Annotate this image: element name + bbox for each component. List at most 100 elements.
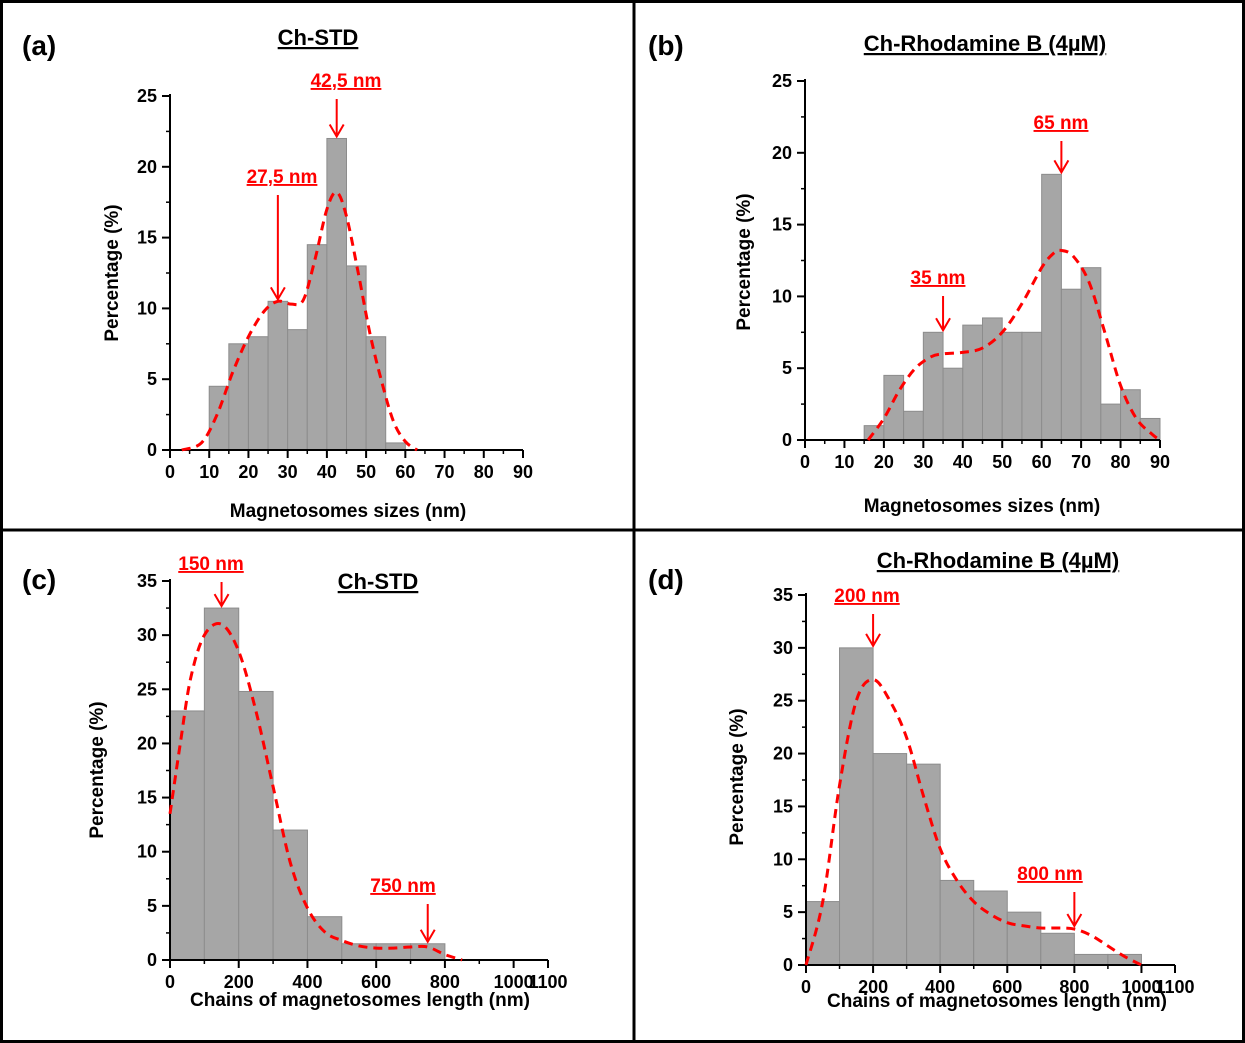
peak-annotation-label: 750 nm: [370, 876, 435, 897]
y-tick-label: 15: [137, 788, 157, 808]
fit-curve: [168, 622, 463, 962]
y-tick-label: 20: [137, 157, 157, 177]
histogram-bar: [1001, 331, 1023, 441]
histogram-bar: [973, 890, 1008, 966]
panel-d: (d)Ch-Rhodamine B (4µM)0 200 400 600 800 1000…: [648, 548, 1195, 1012]
x-tick-label: 50: [356, 462, 376, 482]
histogram-bar: [1006, 911, 1042, 966]
panel-label: (b): [648, 30, 684, 61]
y-tick-label: 15: [137, 228, 157, 248]
peak-annotation-label: 65 nm: [1034, 113, 1089, 134]
histogram-bar: [203, 607, 240, 961]
histogram-bar: [306, 244, 328, 451]
peak-annotation-arrow-head: [935, 317, 951, 333]
x-axis-title: Magnetosomes sizes (nm): [230, 501, 467, 522]
y-tick-label: 5: [782, 358, 792, 378]
x-tick-label: 60: [1032, 452, 1052, 472]
histogram-bar: [942, 367, 964, 441]
x-tick-label: 0: [801, 977, 811, 997]
y-tick-label: 10: [773, 849, 793, 869]
histogram-bar: [169, 710, 205, 961]
histogram-bar: [982, 317, 1003, 441]
y-tick-label: 10: [772, 286, 792, 306]
fit-curve: [804, 678, 1143, 967]
y-tick-label: 5: [783, 902, 793, 922]
y-tick-label: 0: [147, 950, 157, 970]
y-tick-label: 5: [147, 896, 157, 916]
x-tick-label: 1100: [528, 972, 567, 992]
y-tick-label: 20: [773, 744, 793, 764]
x-tick-label: 40: [317, 462, 337, 482]
x-tick-label: 1000: [1121, 977, 1161, 997]
histogram-bar: [1060, 288, 1082, 441]
histogram-bar: [247, 336, 269, 451]
y-tick-label: 0: [147, 440, 157, 460]
histogram-bar: [939, 879, 975, 966]
peak-annotation-arrow-head: [865, 633, 881, 648]
peak-annotation-label: 150 nm: [178, 554, 243, 575]
histogram-bar: [287, 329, 308, 451]
fit-curve: [181, 190, 418, 452]
y-axis-title: Percentage (%): [734, 193, 755, 330]
x-tick-label: 30: [278, 462, 298, 482]
chart-title: Ch-Rhodamine B (4µM): [877, 548, 1119, 573]
chart-title: Ch-STD: [278, 25, 359, 50]
histogram-bar: [1080, 267, 1102, 441]
y-tick-label: 0: [783, 955, 793, 975]
x-tick-label: 80: [1111, 452, 1131, 472]
y-tick-label: 35: [137, 571, 157, 591]
peak-annotation-arrow-head: [1053, 159, 1070, 175]
x-tick-label: 200: [858, 977, 888, 997]
peak-annotation-label: 42,5 nm: [311, 71, 382, 92]
histogram-bar: [326, 137, 347, 451]
histogram-bar: [238, 690, 274, 961]
peak-annotation-arrow-head: [419, 929, 436, 944]
x-tick-label: 30: [913, 452, 933, 472]
x-tick-label: 200: [224, 972, 254, 992]
histogram-bar: [1100, 403, 1122, 441]
peak-annotation-label: 800 nm: [1017, 864, 1082, 885]
x-axis-title: Magnetosomes sizes (nm): [864, 496, 1101, 517]
x-tick-label: 80: [474, 462, 494, 482]
x-tick-label: 70: [1071, 452, 1091, 472]
histogram-bar: [1073, 953, 1109, 966]
peak-annotation-arrow-head: [328, 123, 345, 139]
histogram-bar: [272, 829, 308, 961]
x-tick-label: 20: [238, 462, 258, 482]
panel-label: (a): [22, 30, 56, 61]
histogram-bar: [903, 410, 924, 441]
x-tick-label: 0: [165, 972, 175, 992]
chart-title: Ch-STD: [338, 569, 419, 594]
x-tick-label: 90: [1150, 452, 1170, 472]
x-tick-label: 800: [1059, 977, 1089, 997]
x-tick-label: 60: [395, 462, 415, 482]
y-tick-label: 30: [137, 625, 157, 645]
histogram-bar: [922, 331, 944, 441]
histogram-bar: [346, 265, 367, 451]
peak-annotation-arrow-head: [269, 286, 286, 302]
x-tick-label: 800: [430, 972, 460, 992]
y-tick-label: 5: [147, 369, 157, 389]
x-tick-label: 1000: [494, 972, 534, 992]
x-tick-label: 10: [199, 462, 219, 482]
x-tick-label: 50: [992, 452, 1012, 472]
y-tick-label: 15: [773, 796, 793, 816]
chart-title: Ch-Rhodamine B (4µM): [864, 31, 1106, 56]
x-tick-label: 70: [435, 462, 455, 482]
x-tick-label: 20: [874, 452, 894, 472]
histogram-bar: [267, 300, 289, 451]
y-tick-label: 25: [137, 679, 157, 699]
x-tick-label: 400: [292, 972, 322, 992]
y-tick-label: 25: [772, 71, 792, 91]
y-axis-title: Percentage (%): [102, 204, 123, 341]
y-axis-title: Percentage (%): [727, 708, 748, 845]
peak-annotation-label: 200 nm: [834, 586, 899, 607]
histogram-bar: [962, 324, 983, 441]
y-tick-label: 25: [137, 86, 157, 106]
histogram-bar: [872, 753, 908, 966]
histogram-bar: [839, 647, 874, 966]
panel-label: (c): [22, 564, 56, 595]
x-tick-label: 600: [992, 977, 1022, 997]
